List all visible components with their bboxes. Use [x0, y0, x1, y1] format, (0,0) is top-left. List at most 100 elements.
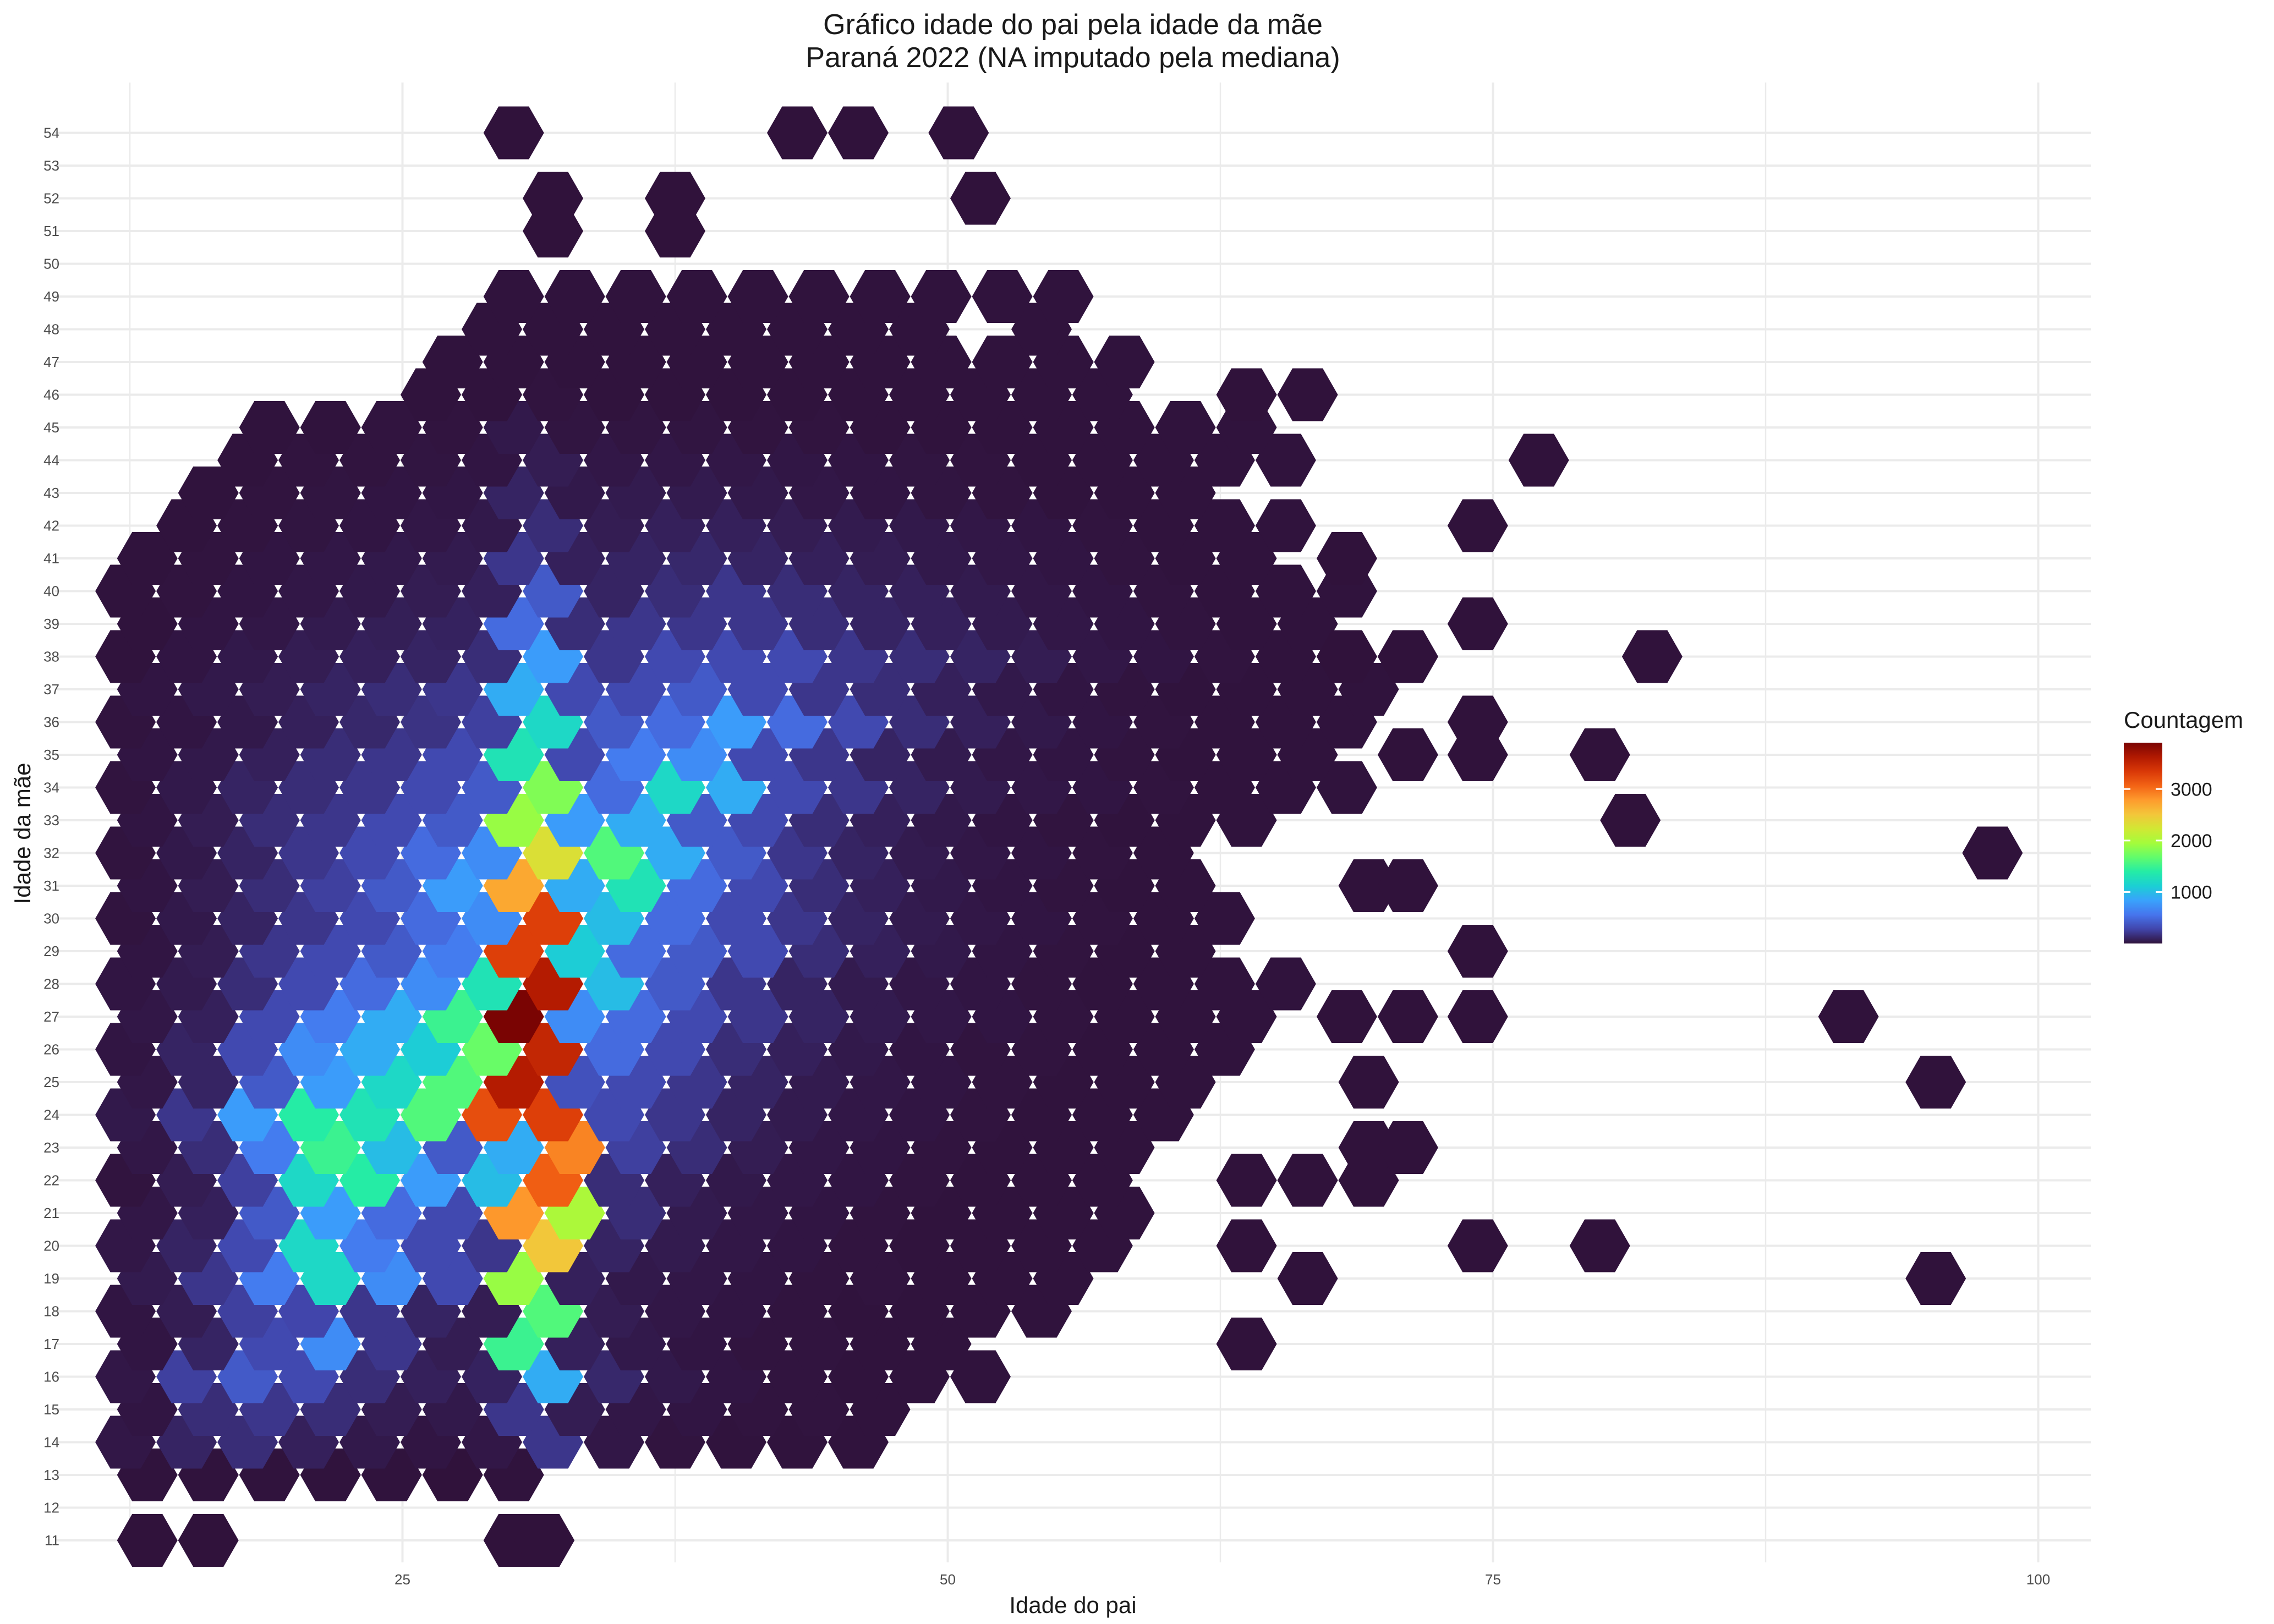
hex-bin [1447, 1219, 1508, 1272]
y-tick-label: 46 [43, 387, 59, 403]
legend-tick-label: 1000 [2171, 882, 2212, 903]
hex-bin [239, 401, 300, 454]
y-axis-title: Idade da mãe [9, 763, 35, 904]
legend-colorbar [2124, 743, 2162, 943]
y-tick-label: 50 [43, 256, 59, 272]
hex-bin [972, 336, 1033, 388]
hex-bin [767, 106, 828, 160]
hex-bin [1277, 1252, 1338, 1305]
hex-bin [1377, 1121, 1438, 1174]
y-tick-label: 17 [43, 1336, 59, 1352]
hex-bin [950, 1350, 1011, 1403]
hex-bin [666, 270, 727, 323]
hex-bin [178, 1514, 239, 1567]
hex-bin [300, 401, 361, 454]
hex-bin [1447, 925, 1508, 978]
hex-bin [1216, 1219, 1277, 1272]
y-tick-label: 27 [43, 1008, 59, 1025]
y-tick-label: 42 [43, 518, 59, 534]
legend-title: Countagem [2124, 707, 2243, 733]
hex-bin [544, 270, 605, 323]
hex-bin [1447, 597, 1508, 650]
y-tick-label: 24 [43, 1107, 59, 1123]
y-tick-label: 32 [43, 845, 59, 862]
hex-bin [950, 172, 1011, 225]
hex-bin [1905, 1252, 1966, 1305]
y-tick-label: 16 [43, 1369, 59, 1385]
y-tick-label: 39 [43, 616, 59, 632]
hex-bin [1377, 990, 1438, 1043]
hex-bin [1194, 892, 1255, 945]
y-tick-label: 20 [43, 1238, 59, 1254]
hex-bin [1447, 695, 1508, 749]
hex-bin [1377, 859, 1438, 912]
hex-bin [1569, 728, 1630, 781]
y-tick-label: 18 [43, 1303, 59, 1320]
y-tick-label: 21 [43, 1205, 59, 1221]
hex-bin [727, 270, 788, 323]
hex-bin [1447, 990, 1508, 1043]
x-tick-label: 25 [394, 1571, 410, 1588]
hex-bin [605, 270, 666, 323]
hex-bin [1316, 990, 1377, 1043]
hex-bin [1621, 630, 1683, 683]
y-tick-label: 22 [43, 1172, 59, 1189]
y-tick-label: 40 [43, 583, 59, 600]
x-tick-label: 75 [1485, 1571, 1501, 1588]
y-tick-label: 45 [43, 419, 59, 436]
hex-bin [972, 270, 1033, 323]
y-tick-label: 31 [43, 877, 59, 894]
hex-bin [1216, 368, 1277, 421]
y-tick-label: 37 [43, 681, 59, 698]
legend-ticks: 1000 2000 3000 [2124, 779, 2212, 903]
hex-bin [1216, 1318, 1277, 1370]
legend-tick-label: 2000 [2171, 831, 2212, 852]
y-tick-label: 14 [43, 1434, 59, 1451]
hex-bin [1277, 368, 1338, 421]
y-tick-label: 49 [43, 288, 59, 305]
y-tick-label: 52 [43, 190, 59, 207]
hex-bin [1255, 434, 1316, 487]
y-tick-label: 36 [43, 714, 59, 731]
hex-bin [1255, 499, 1316, 552]
hex-bin [1508, 434, 1569, 487]
y-tick-label: 12 [43, 1500, 59, 1516]
y-tick-label: 38 [43, 649, 59, 665]
y-tick-label: 15 [43, 1401, 59, 1418]
hex-bin [1255, 957, 1316, 1011]
y-tick-label: 28 [43, 976, 59, 992]
y-axis-ticks: 11 12 13 14 15 16 17 18 19 20 21 22 23 24 25 26 27 28 29 30… [43, 125, 59, 1549]
hex-bin [1277, 1154, 1338, 1207]
x-axis-ticks: 25 50 75 100 [394, 1571, 2050, 1588]
hex-bin [422, 336, 483, 388]
y-tick-label: 48 [43, 321, 59, 338]
legend: Countagem 1000 2000 3000 [2124, 707, 2243, 943]
hex-bin [1600, 794, 1661, 847]
hex-bin [1194, 957, 1255, 1011]
hex-bin [928, 106, 989, 160]
x-axis-title: Idade do pai [1009, 1592, 1136, 1618]
hex-bin [788, 270, 850, 323]
y-tick-label: 23 [43, 1139, 59, 1156]
hex-bin [514, 1514, 575, 1567]
hex-bin [1316, 532, 1377, 585]
y-tick-label: 43 [43, 485, 59, 501]
hex-bin [1338, 859, 1399, 912]
hex-bin [1155, 401, 1216, 454]
y-tick-label: 44 [43, 452, 59, 469]
hex-bin [483, 106, 544, 160]
y-tick-label: 30 [43, 910, 59, 927]
y-tick-label: 33 [43, 812, 59, 829]
y-tick-label: 29 [43, 943, 59, 959]
y-tick-label: 35 [43, 747, 59, 763]
hex-layer [95, 106, 2023, 1567]
hex-bin [1569, 1219, 1630, 1272]
hex-bin [1818, 990, 1879, 1043]
legend-tick-label: 3000 [2171, 779, 2212, 800]
hex-bin [1962, 826, 2023, 880]
hex-bin [1194, 499, 1255, 552]
hex-bin [1255, 564, 1316, 618]
hex-bin [1094, 336, 1155, 388]
hex-bin [911, 270, 972, 323]
